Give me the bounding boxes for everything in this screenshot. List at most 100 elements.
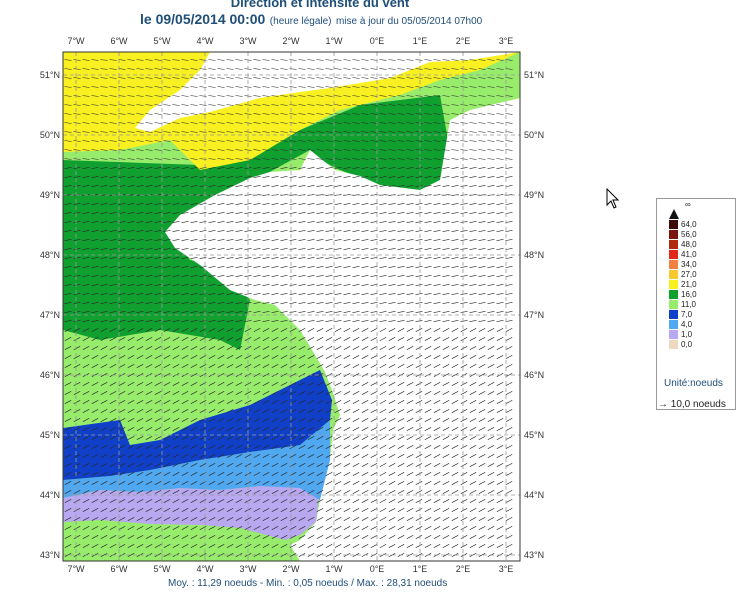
wind-arrow-icon <box>262 400 270 404</box>
wind-arrow-icon <box>424 77 432 79</box>
wind-arrow-icon <box>280 284 288 286</box>
wind-arrow-icon <box>163 284 171 286</box>
wind-arrow-icon <box>370 68 378 70</box>
wind-arrow-icon <box>199 95 207 97</box>
wind-arrow-icon <box>433 284 441 286</box>
wind-arrow-icon <box>451 499 459 503</box>
wind-arrow-icon <box>379 86 387 88</box>
wind-arrow-icon <box>451 409 459 413</box>
wind-arrow-icon <box>370 176 378 178</box>
wind-arrow-icon <box>190 320 198 322</box>
wind-arrow-icon <box>334 311 342 313</box>
wind-arrow-icon <box>334 526 342 530</box>
sea-yellow-zone <box>63 52 520 170</box>
wind-arrow-icon <box>145 436 153 440</box>
wind-arrow-icon <box>109 257 117 259</box>
wind-arrow-icon <box>154 185 162 187</box>
wind-arrow-icon <box>109 176 117 178</box>
wind-arrow-icon <box>253 400 261 404</box>
wind-arrow-icon <box>154 221 162 223</box>
wind-arrow-icon <box>163 346 171 350</box>
wind-arrow-icon <box>352 418 360 422</box>
wind-arrow-icon <box>352 302 360 304</box>
wind-arrow-icon <box>406 463 414 467</box>
lon-tick-label: 3°E <box>499 36 514 46</box>
wind-arrow-icon <box>478 364 486 368</box>
wind-arrow-icon <box>343 113 351 115</box>
wind-arrow-icon <box>397 311 405 313</box>
wind-arrow-icon <box>253 140 261 142</box>
wind-arrow-icon <box>388 86 396 88</box>
wind-arrow-icon <box>487 526 495 530</box>
wind-arrow-icon <box>451 257 459 259</box>
wind-arrow-icon <box>280 221 288 223</box>
wind-arrow-icon <box>406 391 414 395</box>
wind-arrow-icon <box>64 472 72 476</box>
wind-arrow-icon <box>415 194 423 196</box>
wind-arrow-icon <box>118 167 126 169</box>
wind-arrow-icon <box>118 77 126 79</box>
wind-arrow-icon <box>235 59 243 61</box>
wind-arrow-icon <box>478 239 486 241</box>
wind-arrow-icon <box>415 185 423 187</box>
wind-arrow-icon <box>235 337 243 341</box>
wind-arrow-icon <box>64 427 72 431</box>
wind-arrow-icon <box>64 355 72 359</box>
wind-arrow-icon <box>118 463 126 467</box>
wind-arrow-icon <box>217 221 225 223</box>
wind-arrow-icon <box>379 400 387 404</box>
wind-arrow-icon <box>73 508 81 512</box>
wind-arrow-icon <box>343 391 351 395</box>
wind-arrow-icon <box>406 409 414 413</box>
wind-arrow-icon <box>379 122 387 124</box>
wind-arrow-icon <box>343 418 351 422</box>
wind-arrow-icon <box>244 427 252 431</box>
wind-arrow-icon <box>496 400 504 404</box>
wind-arrow-icon <box>262 499 270 503</box>
wind-arrow-icon <box>316 149 324 151</box>
lon-tick-label: 6°W <box>110 36 128 46</box>
wind-arrow-icon <box>388 149 396 151</box>
wind-arrow-icon <box>397 275 405 277</box>
wind-arrow-icon <box>316 158 324 160</box>
wind-arrow-icon <box>118 445 126 449</box>
wind-arrow-icon <box>163 149 171 151</box>
wind-arrow-icon <box>442 418 450 422</box>
wind-arrow-icon <box>370 544 378 548</box>
wind-arrow-icon <box>289 445 297 449</box>
wind-arrow-icon <box>235 95 243 97</box>
wind-arrow-icon <box>226 499 234 503</box>
wind-arrow-icon <box>190 140 198 142</box>
wind-arrow-icon <box>208 275 216 277</box>
wind-arrow-icon <box>235 293 243 295</box>
lon-tick-label: 4°W <box>196 36 214 46</box>
wind-arrow-icon <box>343 463 351 467</box>
wind-arrow-icon <box>505 535 513 539</box>
wind-arrow-icon <box>343 472 351 476</box>
wind-arrow-icon <box>181 167 189 169</box>
wind-arrow-icon <box>73 328 81 332</box>
wind-arrow-icon <box>298 409 306 413</box>
wind-arrow-icon <box>433 230 441 232</box>
wind-arrow-icon <box>109 221 117 223</box>
wind-arrow-icon <box>397 472 405 476</box>
wind-arrow-icon <box>343 346 351 350</box>
legend-label: 0,0 <box>681 340 693 349</box>
wind-arrow-icon <box>316 176 324 178</box>
wind-arrow-icon <box>388 266 396 268</box>
wind-arrow-icon <box>145 472 153 476</box>
wind-arrow-icon <box>271 409 279 413</box>
wind-arrow-icon <box>460 436 468 440</box>
wind-arrow-icon <box>154 364 162 368</box>
wind-arrow-icon <box>370 517 378 521</box>
wind-arrow-icon <box>298 266 306 268</box>
wind-arrow-icon <box>379 284 387 286</box>
wind-arrow-icon <box>496 167 504 169</box>
wind-arrow-icon <box>325 239 333 241</box>
wind-arrow-icon <box>136 266 144 268</box>
wind-arrow-icon <box>352 95 360 97</box>
wind-arrow-icon <box>262 212 270 214</box>
legend-label: 7,0 <box>681 310 693 319</box>
wind-arrow-icon <box>433 68 441 70</box>
